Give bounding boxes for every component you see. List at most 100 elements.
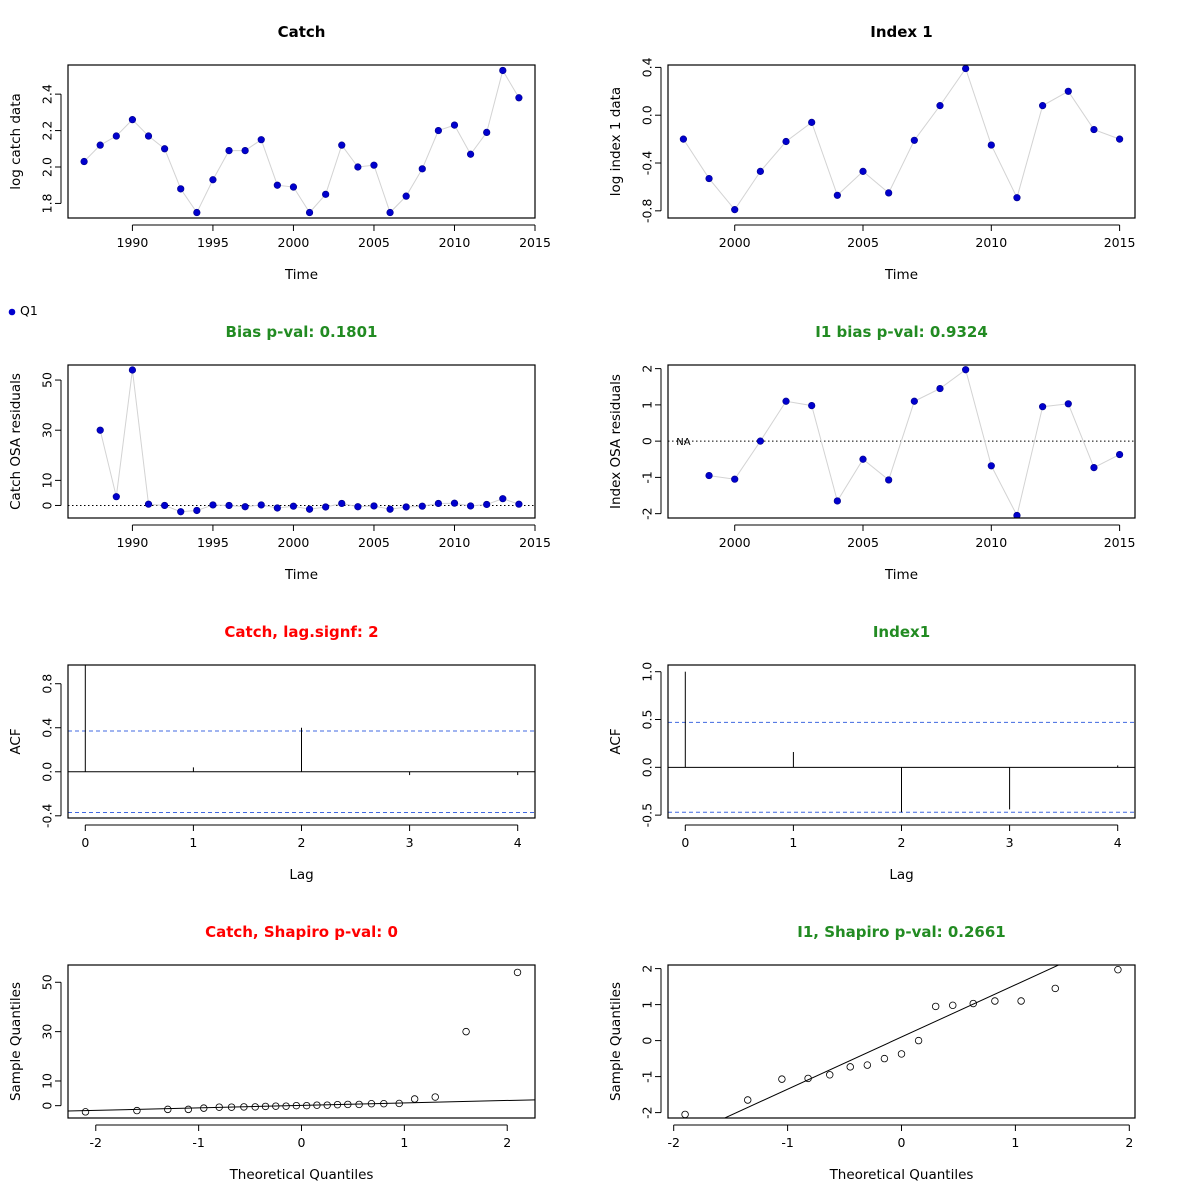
y-axis-label: Sample Quantiles: [608, 982, 624, 1101]
x-tick-label: 1995: [197, 235, 229, 250]
x-tick-label: 3: [406, 835, 414, 850]
x-tick-label: 0: [81, 835, 89, 850]
y-axis-label: ACF: [608, 728, 624, 754]
data-point: [756, 167, 764, 175]
qq-point: [184, 1105, 193, 1114]
y-tick-label: 1.0: [640, 662, 655, 682]
data-point: [322, 503, 330, 511]
x-tick-label: -1: [781, 1135, 793, 1150]
series-line: [682, 67, 1120, 211]
data-point: [418, 165, 426, 173]
qq-point: [261, 1102, 270, 1111]
data-point: [483, 128, 491, 136]
plot-frame: [667, 64, 1136, 219]
x-tick-label: 0: [298, 1135, 306, 1150]
y-tick-label: -0.8: [640, 199, 655, 223]
x-axis-label: Theoretical Quantiles: [229, 1167, 374, 1183]
na-label: NA: [676, 437, 690, 448]
data-point: [370, 502, 378, 510]
data-point: [354, 503, 362, 511]
data-point: [466, 150, 475, 158]
data-point: [962, 366, 970, 374]
series-line: [83, 69, 520, 214]
x-tick-label: -1: [192, 1135, 204, 1150]
x-axis-label: Theoretical Quantiles: [829, 1167, 974, 1183]
plot-frame: [667, 664, 1136, 819]
legend-marker: [8, 308, 16, 316]
x-tick-label: 2010: [975, 535, 1007, 550]
plot-area: [68, 968, 535, 1116]
x-tick-label: 2000: [719, 235, 751, 250]
qq-point: [344, 1100, 352, 1109]
qq-point: [880, 1054, 889, 1063]
data-point: [305, 208, 314, 217]
data-point: [1039, 403, 1047, 411]
y-tick-label: 2: [640, 365, 655, 373]
data-point: [257, 501, 265, 509]
data-point: [731, 475, 739, 483]
plot-area: [68, 366, 535, 516]
data-point: [885, 476, 893, 484]
data-point: [910, 397, 918, 405]
y-tick-label: 2.2: [40, 121, 55, 141]
y-axis-label: ACF: [8, 728, 24, 754]
y-tick-label: 30: [40, 422, 55, 438]
plot-area: [681, 965, 1122, 1118]
y-tick-label: 0: [640, 437, 655, 445]
qq-point: [133, 1106, 141, 1115]
data-point: [833, 497, 841, 505]
plot-area: [68, 665, 535, 813]
data-point: [241, 147, 249, 155]
data-point: [289, 183, 298, 191]
qq-point: [804, 1074, 812, 1083]
y-tick-label: 2.4: [40, 84, 55, 104]
qq-point: [215, 1103, 223, 1111]
index-ts-panel: Index 1 2000 2005 2010 2015 Time -0.8 -0.4 0.0 0.…: [608, 23, 1136, 283]
data-point: [96, 141, 104, 149]
data-point: [273, 504, 281, 512]
data-point: [370, 161, 378, 169]
y-tick-label: 0.0: [40, 762, 55, 782]
data-point: [466, 502, 475, 510]
qq-point: [826, 1071, 834, 1079]
x-tick-label: 1: [1011, 1135, 1019, 1150]
data-point: [112, 493, 120, 501]
chart-title: Catch: [278, 23, 326, 41]
x-axis-label: Time: [884, 267, 918, 283]
qq-point: [462, 1027, 470, 1036]
index-resid-panel: I1 bias p-val: 0.9324 2000 2005 2010 2015 Tim…: [608, 323, 1136, 583]
x-tick-label: 2015: [1104, 535, 1136, 550]
qq-point: [282, 1102, 290, 1110]
index-acf-panel: Index1 0 1 2 3 4 Lag -0.5 0.0 0.5 1.0 ACF: [608, 623, 1136, 883]
qq-point: [240, 1103, 248, 1111]
x-tick-label: 1: [189, 835, 197, 850]
data-point: [402, 503, 410, 511]
data-point: [209, 501, 217, 509]
data-point: [515, 500, 523, 508]
data-point: [499, 495, 507, 503]
plot-area: [668, 671, 1135, 813]
x-axis-label: Time: [884, 567, 918, 583]
y-axis-label: Catch OSA residuals: [8, 373, 24, 510]
qq-reference-line: [68, 1099, 535, 1112]
y-tick-label: 10: [40, 472, 55, 488]
data-point: [756, 437, 764, 445]
data-point: [386, 208, 394, 217]
x-tick-label: 2005: [358, 535, 390, 550]
x-tick-label: 2010: [439, 235, 471, 250]
qq-point: [991, 997, 999, 1005]
legend-label: Q1: [20, 303, 38, 318]
data-point: [193, 506, 201, 515]
x-tick-label: 2: [503, 1135, 511, 1150]
data-point: [305, 505, 314, 513]
x-tick-label: 2: [298, 835, 306, 850]
x-tick-label: 1: [789, 835, 797, 850]
qq-point: [1114, 965, 1122, 974]
data-point: [515, 94, 523, 102]
data-point: [112, 132, 120, 140]
y-tick-label: 50: [40, 372, 55, 388]
data-point: [450, 121, 459, 129]
y-tick-label: -2: [640, 1106, 655, 1118]
y-tick-label: 1: [640, 401, 655, 409]
